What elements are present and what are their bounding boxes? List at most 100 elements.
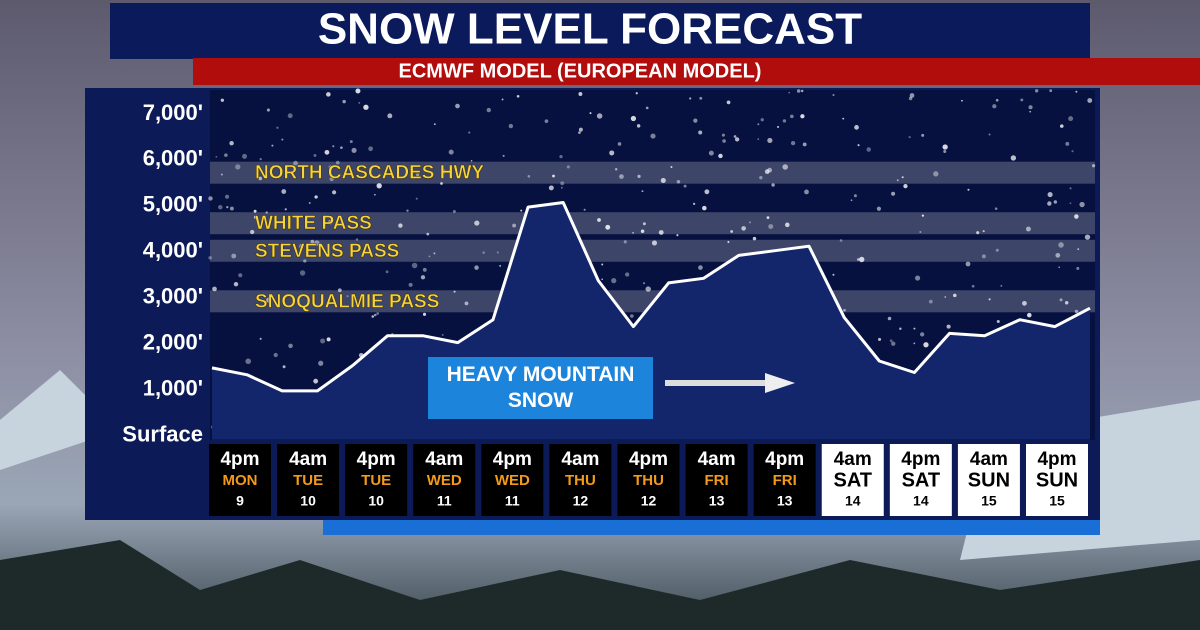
snowflake	[235, 164, 241, 170]
y-tick-label: 1,000'	[143, 375, 203, 400]
snowflake	[708, 150, 714, 156]
snowflake	[208, 256, 212, 260]
snowflake	[288, 343, 293, 349]
chart-title: SNOW LEVEL FORECAST	[318, 5, 862, 54]
snowflake	[635, 92, 638, 95]
snowflake	[259, 337, 262, 340]
snowflake	[220, 173, 223, 176]
y-tick-label: Surface	[122, 421, 203, 446]
snowflake	[220, 98, 225, 102]
time-box	[277, 444, 340, 516]
snowflake	[326, 92, 331, 97]
snowflake	[759, 175, 763, 180]
snowflake	[928, 299, 933, 304]
snowflake	[337, 288, 342, 293]
snowflake	[992, 104, 997, 109]
snowflake	[1084, 234, 1091, 240]
snowflake	[961, 99, 963, 102]
snowflake	[650, 133, 656, 139]
snowflake	[1047, 201, 1052, 206]
snowflake	[919, 230, 922, 233]
time-label: 4am	[698, 449, 736, 470]
snowflake	[698, 265, 703, 270]
snowflake	[560, 181, 565, 186]
snowflake	[327, 219, 333, 225]
snowflake	[676, 234, 679, 237]
time-label: 4pm	[629, 449, 668, 470]
snowflake	[967, 188, 970, 191]
snowflake	[453, 290, 456, 293]
snowflake	[428, 255, 431, 258]
snowflake	[790, 114, 794, 119]
snowflake	[877, 337, 882, 341]
snowflake	[839, 239, 843, 242]
snowflake	[282, 365, 286, 369]
snowflake	[512, 223, 517, 228]
snowflake	[1087, 98, 1093, 103]
day-label: WED	[427, 472, 462, 489]
snowflake	[908, 135, 911, 139]
snowflake	[266, 297, 272, 303]
snowflake	[614, 167, 618, 171]
snowflake	[832, 273, 835, 276]
snowflake	[324, 149, 330, 155]
snowflake	[266, 108, 270, 112]
snowflake	[1025, 226, 1031, 232]
snowflake	[636, 124, 641, 128]
snowflake	[552, 174, 555, 178]
snowflake	[857, 144, 860, 147]
snowflake	[946, 324, 951, 329]
time-label: 4am	[289, 449, 327, 470]
time-label: 4pm	[493, 449, 532, 470]
snowflake	[508, 123, 514, 129]
snowflake	[470, 159, 473, 162]
snowflake	[349, 140, 353, 144]
snow-level-line	[211, 201, 1091, 393]
snowflake	[1053, 200, 1058, 204]
snowflake	[784, 222, 790, 228]
snowflake	[299, 243, 304, 249]
snowflake	[1022, 300, 1027, 306]
pass-band	[210, 239, 1095, 262]
snowflake	[273, 352, 278, 358]
snowflake	[271, 165, 275, 168]
snowflake	[218, 205, 223, 210]
snowflake	[212, 286, 217, 292]
date-label: 15	[1049, 493, 1065, 509]
y-tick-label: 4,000'	[143, 238, 203, 263]
snowflake	[326, 337, 331, 342]
snowflake	[293, 160, 298, 166]
snowflake	[1020, 98, 1024, 102]
snowflake	[923, 342, 929, 348]
snowflake	[589, 112, 592, 115]
snowflake	[1069, 187, 1072, 190]
time-label: 4am	[970, 449, 1008, 470]
snowflake	[559, 154, 563, 159]
date-label: 10	[368, 493, 384, 509]
snowflake	[605, 224, 611, 230]
snowflake	[259, 158, 262, 161]
snowflake	[757, 138, 760, 140]
snowflake	[340, 146, 343, 150]
snowflake	[971, 284, 975, 288]
snowflake	[313, 378, 319, 384]
day-label: SUN	[1036, 469, 1078, 491]
snowflake	[921, 214, 925, 217]
snowflake	[433, 123, 436, 126]
pass-band	[210, 212, 1095, 235]
snowflake	[215, 155, 218, 158]
snowflake	[328, 165, 333, 169]
snowflake	[611, 278, 617, 284]
day-label: FRI	[773, 472, 797, 489]
snowflake	[468, 131, 471, 134]
snowflake	[802, 142, 807, 147]
snowflake	[766, 216, 770, 220]
day-label: WED	[495, 472, 530, 489]
snowflake	[1077, 248, 1080, 250]
snowflake	[788, 91, 791, 94]
snowflake	[718, 153, 723, 159]
snowflake	[854, 125, 859, 130]
snowflake	[619, 174, 624, 179]
snowflake	[903, 184, 908, 189]
